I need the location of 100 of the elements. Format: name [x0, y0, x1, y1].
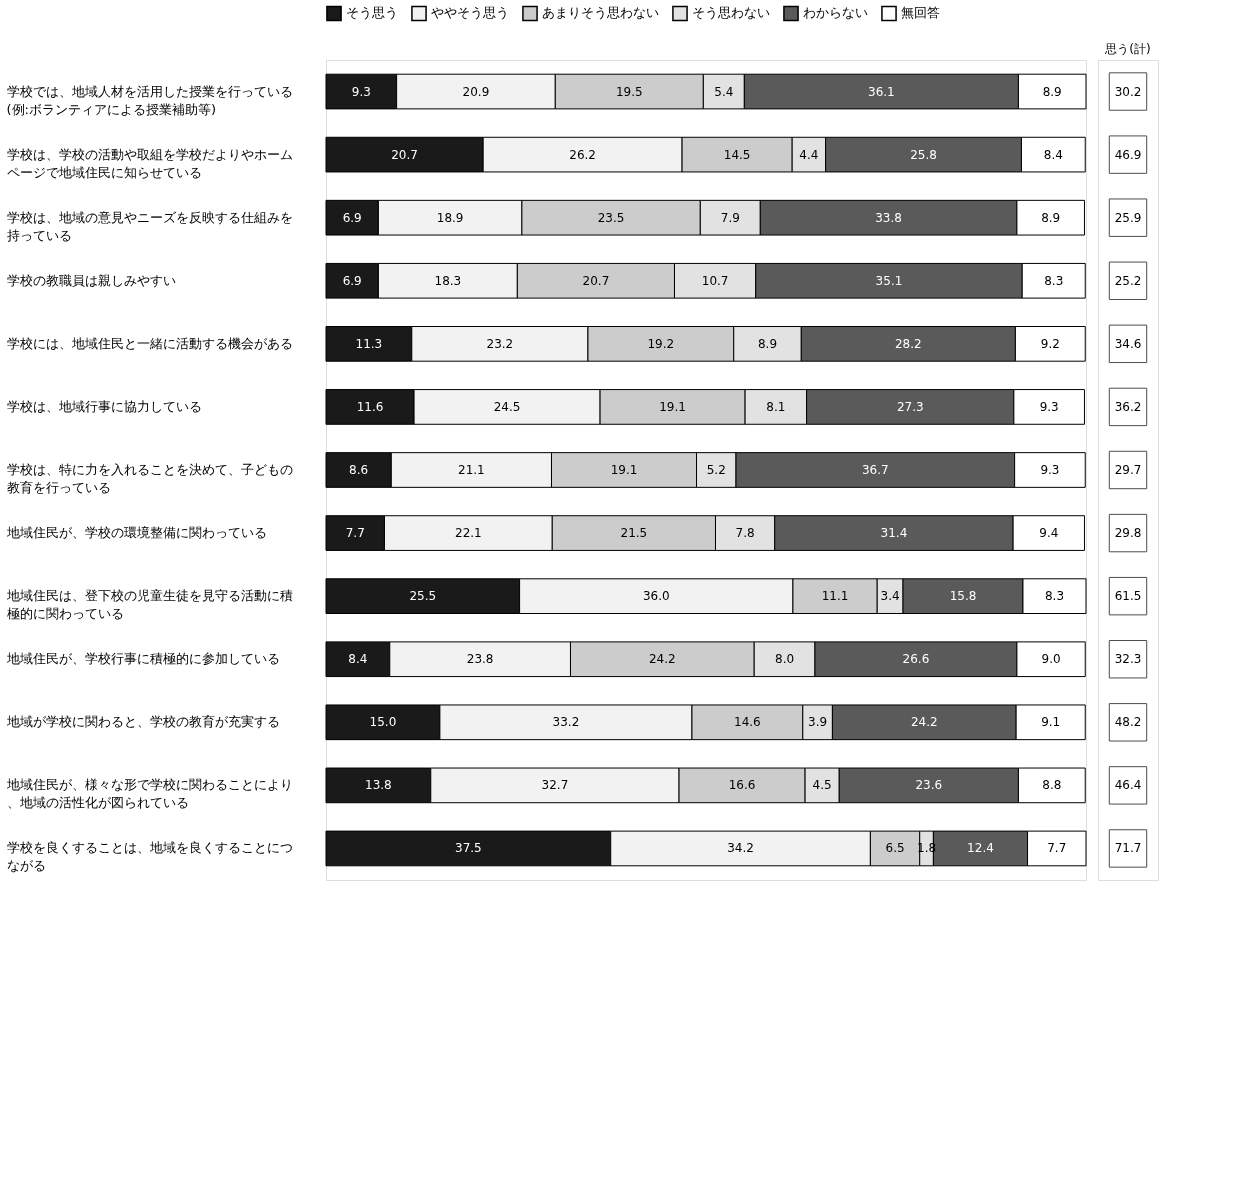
data-label: 6.9 [342, 210, 362, 225]
text: 29.8 [1114, 526, 1142, 541]
y-tick-label: 学校は、特に力を入れることを決めて、子どもの教育を行っている [6, 462, 293, 495]
data-label: 20.7 [582, 273, 610, 288]
data-label: 9.3 [1040, 463, 1060, 477]
data-label: 16.6 [728, 778, 756, 793]
data-label: 7.8 [735, 526, 755, 541]
data-label: 37.5 [455, 841, 482, 856]
data-label: 35.1 [875, 273, 903, 288]
legend-label: そう思う [346, 5, 398, 21]
y-tick-label: 学校の教職員は親しみやすい [6, 272, 176, 288]
data-label: 24.5 [493, 399, 521, 414]
data-label: 21.1 [458, 463, 485, 477]
y-tick-label: 学校は、地域行事に協力している [6, 398, 202, 414]
data-label: 8.9 [757, 336, 778, 351]
text: 25.2 [1114, 273, 1142, 288]
data-label: 8.1 [766, 399, 786, 414]
data-label: 11.3 [355, 336, 383, 351]
data-label: 7.7 [345, 526, 365, 541]
legend-label: 無回答 [901, 5, 940, 21]
data-label: 25.8 [910, 147, 937, 162]
data-label: 9.3 [1039, 399, 1059, 414]
data-label: 8.3 [1044, 273, 1064, 288]
data-label: 26.2 [569, 147, 596, 162]
data-label: 33.8 [875, 210, 902, 225]
y-tick-label: 学校では、地域人材を活用した授業を行っている(例:ボランティアによる授業補助等) [6, 83, 293, 117]
data-label: 24.2 [648, 652, 676, 667]
text: 46.4 [1114, 778, 1142, 793]
data-label: 11.6 [356, 399, 384, 414]
data-label: 10.7 [701, 273, 729, 288]
y-tick-label: 学校は、地域の意見やニーズを反映する仕組みを持っている [6, 209, 293, 243]
data-label: 8.9 [1042, 84, 1062, 99]
text: 25.9 [1114, 210, 1142, 225]
text: 48.2 [1114, 715, 1142, 730]
data-label: 4.4 [799, 147, 819, 162]
data-label: 28.2 [894, 336, 922, 351]
data-label: 8.3 [1044, 589, 1065, 604]
data-label: 8.6 [349, 463, 369, 477]
data-label: 5.2 [706, 463, 726, 477]
data-label: 19.5 [615, 84, 643, 99]
data-label: 8.4 [1043, 147, 1063, 162]
data-label: 4.5 [812, 778, 832, 793]
data-label: 20.9 [462, 84, 490, 99]
data-label: 23.6 [915, 778, 943, 793]
y-tick-label: 学校には、地域住民と一緒に活動する機会がある [6, 335, 293, 351]
data-label: 14.5 [723, 147, 751, 162]
data-label: 36.1 [868, 84, 895, 99]
data-label: 34.2 [727, 841, 754, 856]
data-label: 32.7 [541, 778, 569, 793]
data-label: 6.9 [342, 273, 362, 288]
data-label: 15.0 [369, 715, 397, 730]
data-label: 7.9 [720, 210, 740, 225]
data-label: 9.0 [1041, 652, 1061, 667]
text: 36.2 [1114, 399, 1142, 414]
data-label: 8.0 [775, 652, 795, 667]
y-tick-label: 地域が学校に関わると、学校の教育が充実する [5, 714, 280, 730]
data-label: 8.8 [1042, 778, 1062, 793]
data-label: 31.4 [880, 526, 908, 541]
data-label: 13.8 [365, 778, 392, 793]
data-label: 14.6 [734, 715, 761, 730]
data-label: 23.5 [597, 210, 625, 225]
data-label: 5.4 [714, 84, 734, 99]
text: 71.7 [1114, 841, 1142, 856]
data-label: 19.1 [659, 399, 686, 414]
data-label: 8.4 [348, 652, 368, 667]
data-label: 7.7 [1047, 841, 1067, 856]
data-label: 27.3 [896, 399, 924, 414]
data-label: 9.4 [1039, 526, 1059, 541]
y-tick-label: 地域住民が、学校の環境整備に関わっている [5, 525, 267, 541]
legend-label: そう思わない [692, 5, 770, 21]
y-tick-label: 学校を良くすることは、地域を良くすることにつながる [6, 840, 293, 874]
data-label: 22.1 [455, 526, 482, 541]
data-label: 21.5 [620, 526, 648, 541]
data-label: 6.5 [885, 841, 905, 856]
text: 61.5 [1114, 589, 1142, 604]
legend-label: ややそう思う [431, 5, 509, 21]
data-label: 24.2 [910, 715, 938, 730]
data-label: 19.2 [647, 336, 675, 351]
data-label: 9.2 [1040, 336, 1060, 351]
y-tick-label: 学校は、学校の活動や取組を学校だよりやホームページで地域住民に知らせている [6, 146, 293, 180]
data-label: 36.7 [861, 463, 889, 477]
data-label: 18.3 [434, 273, 462, 288]
text: 30.2 [1114, 84, 1142, 99]
data-label: 15.8 [949, 589, 977, 604]
data-label: 36.0 [642, 589, 670, 604]
data-label: 33.2 [552, 715, 580, 730]
y-tick-label: 地域住民が、様々な形で学校に関わることにより、地域の活性化が図られている [5, 777, 293, 811]
data-label: 18.9 [436, 210, 464, 225]
text: 34.6 [1114, 336, 1142, 351]
y-tick-label: 地域住民は、登下校の児童生徒を見守る活動に積極的に関わっている [5, 588, 293, 622]
data-label: 9.1 [1041, 715, 1061, 730]
legend-label: わからない [803, 5, 868, 21]
text: 46.9 [1114, 147, 1142, 162]
text: 32.3 [1114, 652, 1142, 667]
data-label: 19.1 [610, 463, 638, 477]
data-label: 9.3 [351, 84, 371, 99]
data-label: 12.4 [967, 841, 994, 856]
data-label: 23.2 [486, 336, 514, 351]
data-label: 11.1 [821, 589, 849, 604]
data-label: 3.4 [880, 589, 900, 604]
